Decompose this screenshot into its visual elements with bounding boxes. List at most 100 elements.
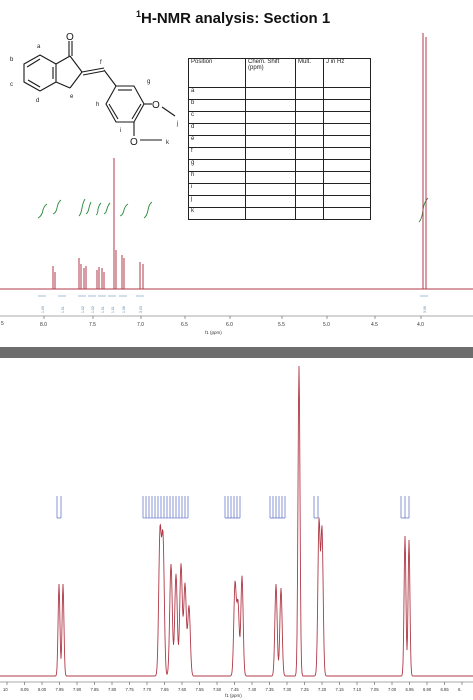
label-e: e bbox=[70, 94, 74, 100]
x-tick-label: 7.05 bbox=[371, 687, 380, 692]
integral-value: 1.01 bbox=[101, 306, 105, 313]
top-spectrum: 1.00 1.01 1.02 1.02 1.01 1.01 1.06 3.03 3.06 8.0… bbox=[0, 33, 473, 335]
integral-value: 1.00 bbox=[41, 306, 45, 313]
integral-value: 1.02 bbox=[81, 306, 85, 313]
top-x-ticks: 8.0 7.5 7.0 6.5 6.0 5.5 5.0 4.5 4.0 bbox=[40, 316, 424, 328]
x-tick-label: 7.00 bbox=[388, 687, 397, 692]
integral-value: 3.06 bbox=[423, 306, 427, 313]
table-row: j bbox=[188, 195, 371, 208]
x-tick-label: 7.35 bbox=[266, 687, 275, 692]
integral-value: 3.03 bbox=[139, 306, 143, 313]
table-row: g bbox=[188, 159, 371, 172]
integral-curve bbox=[103, 202, 111, 215]
label-j: j bbox=[176, 121, 178, 127]
x-tick-label: 7.30 bbox=[283, 687, 292, 692]
x-tick-label: 7.90 bbox=[73, 687, 82, 692]
integral-curve bbox=[85, 201, 92, 215]
x-tick-label: 6.95 bbox=[406, 687, 415, 692]
label-h: h bbox=[96, 102, 99, 108]
j-cell[interactable] bbox=[323, 207, 371, 220]
label-d: d bbox=[36, 98, 39, 104]
x-tick-label: 7.50 bbox=[213, 687, 222, 692]
x-tick-label: 6.5 bbox=[181, 322, 188, 328]
integral-value: 1.01 bbox=[61, 306, 65, 313]
table-row: b bbox=[188, 99, 371, 112]
integral-curve bbox=[52, 199, 62, 215]
x-tick-label: 7.55 bbox=[196, 687, 205, 692]
x-tick-label: 4.0 bbox=[417, 322, 424, 328]
panel-separator bbox=[0, 347, 473, 358]
x-tick-label: 7.15 bbox=[336, 687, 345, 692]
table-row: f bbox=[188, 147, 371, 160]
x-tick-label: 7.45 bbox=[231, 687, 240, 692]
bottom-peak-labels bbox=[56, 496, 410, 519]
x-tick-label: 7.0 bbox=[137, 322, 144, 328]
header-position: Position bbox=[188, 58, 246, 88]
top-integral-labels: 1.00 1.01 1.02 1.02 1.01 1.01 1.06 3.03 3.06 bbox=[38, 295, 428, 313]
header-j-hz: J in Hz bbox=[323, 58, 371, 88]
bottom-x-ticks: 10 8.05 8.00 7.95 7.90 7.85 7.80 7.75 7.70 7.65 7.… bbox=[3, 682, 463, 692]
x-tick-label: 7.70 bbox=[143, 687, 152, 692]
table-row: a bbox=[188, 87, 371, 100]
x-tick-label: 7.80 bbox=[108, 687, 117, 692]
x-tick-label: 7.20 bbox=[318, 687, 327, 692]
label-g: g bbox=[147, 79, 150, 85]
oxygen-label-j: O bbox=[152, 100, 160, 111]
x-tick-label: 10 bbox=[3, 687, 8, 692]
x-tick-label: 8.00 bbox=[38, 687, 47, 692]
top-peaks bbox=[52, 33, 427, 289]
x-tick-label: 7.85 bbox=[91, 687, 100, 692]
integral-value: 1.01 bbox=[111, 306, 115, 313]
top-x-axis-label: f1 (ppm) bbox=[205, 330, 222, 335]
x-tick-label: 8.05 bbox=[21, 687, 30, 692]
page-title: 1H-NMR analysis: Section 1 bbox=[136, 9, 330, 27]
x-tick-label: 6.85 bbox=[441, 687, 450, 692]
x-tick-label: 6.90 bbox=[423, 687, 432, 692]
top-integral-curves bbox=[37, 197, 429, 223]
oxygen-label-carbonyl: O bbox=[66, 32, 74, 43]
x-tick-label: 6. bbox=[458, 687, 462, 692]
table-row: d bbox=[188, 123, 371, 136]
bottom-x-axis-label: f1 (ppm) bbox=[225, 693, 242, 698]
bottom-spectrum: 10 8.05 8.00 7.95 7.90 7.85 7.80 7.75 7.70 7.65 7.… bbox=[0, 365, 473, 698]
x-tick-label: 5.0 bbox=[323, 322, 330, 328]
bottom-panel: 10 8.05 8.00 7.95 7.90 7.85 7.80 7.75 7.70 7.65 7.… bbox=[0, 358, 473, 700]
integral-curve bbox=[95, 202, 102, 216]
label-k: k bbox=[166, 140, 170, 146]
x-tick-label: 7.75 bbox=[126, 687, 135, 692]
top-panel: 1H-NMR analysis: Section 1 bbox=[0, 0, 473, 347]
integral-value: 1.02 bbox=[91, 306, 95, 313]
oxygen-label-k: O bbox=[130, 137, 138, 148]
title-superscript: 1 bbox=[136, 9, 142, 19]
header-chem-shift: Chem. Shift (ppm) bbox=[245, 58, 296, 88]
bottom-spectrum-trace bbox=[0, 365, 473, 677]
integral-curve bbox=[119, 203, 129, 217]
table-row: i bbox=[188, 183, 371, 196]
integral-curve bbox=[143, 201, 153, 219]
x-tick-label: 7.95 bbox=[56, 687, 65, 692]
top-edge-tick: 5 bbox=[1, 321, 4, 327]
x-tick-label: 7.65 bbox=[161, 687, 170, 692]
assignment-table: Position Chem. Shift (ppm) Mult. J in Hz… bbox=[188, 58, 371, 220]
table-header-row: Position Chem. Shift (ppm) Mult. J in Hz bbox=[188, 58, 371, 88]
integral-value: 1.06 bbox=[122, 306, 126, 313]
label-c: c bbox=[10, 82, 13, 88]
label-b: b bbox=[10, 57, 14, 63]
chemical-structure: O O O a b c d e f g h i j k bbox=[10, 32, 178, 148]
x-tick-label: 4.5 bbox=[371, 322, 378, 328]
integral-curve bbox=[37, 203, 48, 219]
x-tick-label: 7.40 bbox=[248, 687, 257, 692]
x-tick-label: 7.10 bbox=[353, 687, 362, 692]
x-tick-label: 8.0 bbox=[40, 322, 47, 328]
label-a: a bbox=[37, 44, 41, 50]
x-tick-label: 5.5 bbox=[278, 322, 285, 328]
table-row: c bbox=[188, 111, 371, 124]
title-text: H-NMR analysis: Section 1 bbox=[141, 10, 331, 27]
x-tick-label: 7.5 bbox=[89, 322, 96, 328]
label-i: i bbox=[120, 128, 121, 134]
table-row: k bbox=[188, 207, 371, 220]
label-f: f bbox=[100, 60, 102, 66]
x-tick-label: 7.60 bbox=[178, 687, 187, 692]
integral-curve bbox=[78, 198, 86, 217]
x-tick-label: 7.25 bbox=[301, 687, 310, 692]
